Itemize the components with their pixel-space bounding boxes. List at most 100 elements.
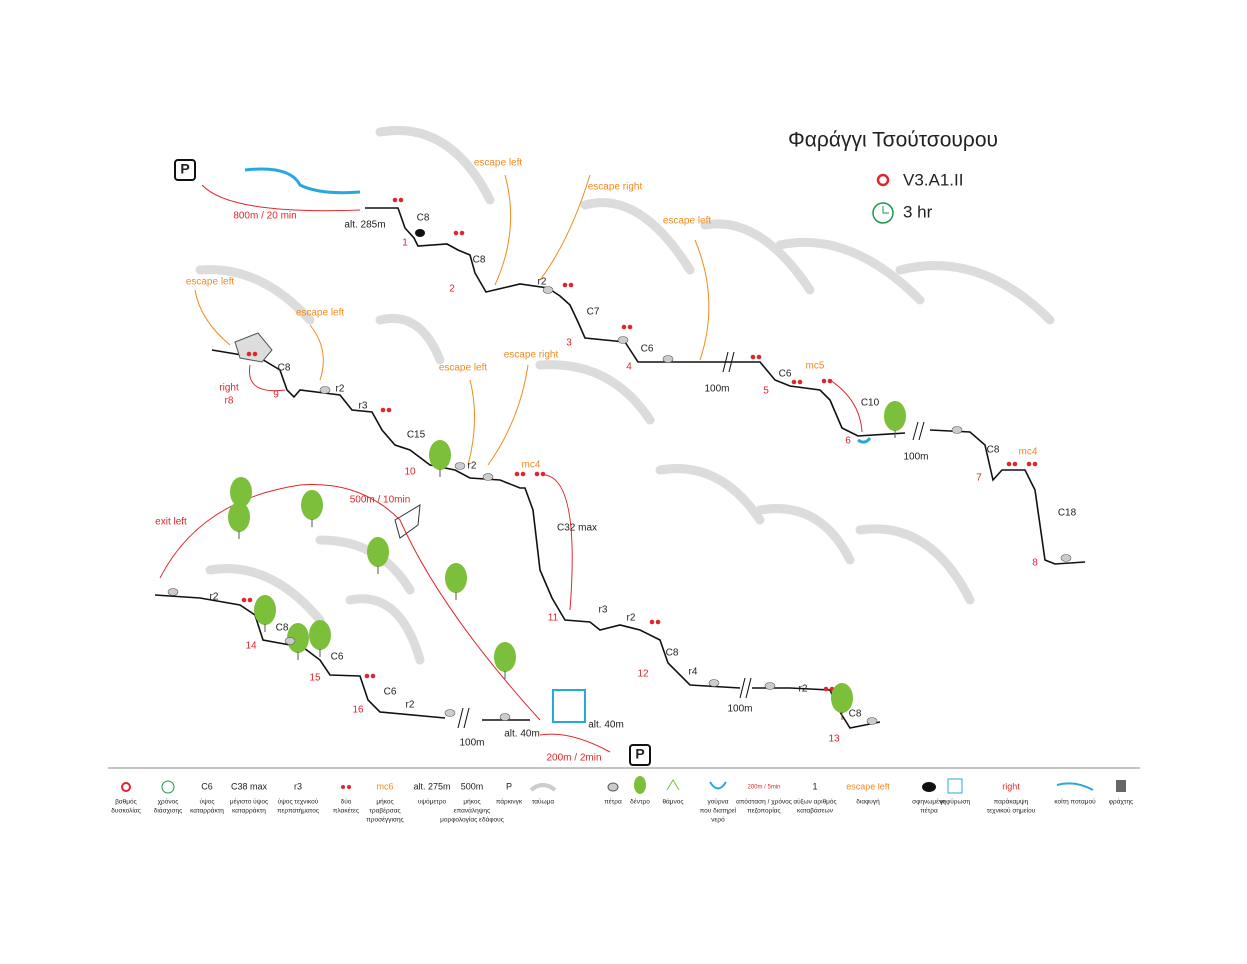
label: 100m <box>459 738 484 749</box>
label: r2 <box>627 613 636 624</box>
label: P <box>635 746 644 762</box>
label: mc5 <box>806 361 825 372</box>
tree <box>445 563 467 593</box>
legend-icon <box>922 782 936 792</box>
legend-icon <box>161 780 175 794</box>
legend-symbol: alt. 275m <box>413 781 450 791</box>
plate <box>246 351 252 357</box>
tree <box>831 683 853 713</box>
plate <box>1012 461 1018 467</box>
label: r4 <box>689 667 698 678</box>
label: r2 <box>799 684 808 695</box>
label: 15 <box>309 673 321 684</box>
legend-symbol: C38 max <box>231 781 268 791</box>
legend-label: επανάληψης <box>454 807 490 815</box>
label: mc4 <box>1019 447 1038 458</box>
plate <box>453 230 459 236</box>
legend-label: διάσχισης <box>154 807 182 815</box>
stone <box>708 679 720 687</box>
stone <box>444 709 456 717</box>
legend-label: γούρνα <box>707 798 728 806</box>
label: r2 <box>538 277 547 288</box>
legend-label: προσέγγισης <box>366 816 403 824</box>
legend-label: πέτρα <box>920 807 938 815</box>
legend-symbol: escape left <box>846 781 890 791</box>
label: C8 <box>666 648 679 659</box>
legend-label: τραβέρσας <box>369 807 400 815</box>
stone <box>284 637 296 645</box>
legend-symbol: 200m / 5min <box>747 785 780 791</box>
legend-label: υψόμετρο <box>418 798 447 806</box>
label: 11 <box>548 613 559 624</box>
rating: V3.A1.II <box>903 170 963 189</box>
tree <box>287 623 309 653</box>
plate <box>621 324 627 330</box>
tree <box>429 440 451 470</box>
tree <box>254 595 276 625</box>
plate <box>370 673 376 679</box>
legend-label: καταρράκτη <box>232 807 266 815</box>
stone <box>1060 554 1072 562</box>
label: 100m <box>903 452 928 463</box>
tree <box>230 477 252 507</box>
legend-label: πεζοπορίας <box>747 807 780 815</box>
label: C8 <box>473 255 486 266</box>
label: alt. 40m <box>588 720 624 731</box>
label: r8 <box>225 396 234 407</box>
stone <box>617 336 629 344</box>
label: C8 <box>417 213 430 224</box>
legend-symbol: 500m <box>461 781 484 791</box>
plate <box>540 471 546 477</box>
legend-symbol: C6 <box>201 781 213 791</box>
legend-icon <box>947 778 963 794</box>
tree <box>494 642 516 672</box>
legend-symbol: right <box>1002 781 1020 791</box>
legend-label: βαθμός <box>115 798 137 806</box>
legend-label: διαφυγή <box>856 799 880 806</box>
label: 200m / 2min <box>546 753 601 764</box>
stone <box>866 717 878 725</box>
stone <box>764 682 776 690</box>
label: 9 <box>273 390 279 401</box>
label: C6 <box>384 687 397 698</box>
legend-icon <box>529 783 557 792</box>
plate <box>649 619 655 625</box>
plate <box>797 379 803 385</box>
legend-label: γεφύρωση <box>940 798 971 806</box>
legend-label: πάρκινγκ <box>496 798 523 806</box>
legend-label: πέτρα <box>604 798 622 806</box>
legend-label: περπατήματος <box>277 808 319 815</box>
legend-label: τεχνικού σημείου <box>987 807 1036 815</box>
legend-label: χρόνος <box>158 798 179 806</box>
label: C8 <box>278 363 291 374</box>
parking-box <box>174 159 196 181</box>
stone <box>319 386 331 394</box>
label: 800m / 20 min <box>233 211 296 222</box>
tree <box>301 490 323 520</box>
time: 3 hr <box>903 202 933 221</box>
label: C10 <box>861 398 880 409</box>
label: 2 <box>449 284 455 295</box>
legend-label: μέγιστο ύψος <box>230 798 268 806</box>
legend-label: μήκος <box>376 799 393 806</box>
label: 500m / 10min <box>350 495 411 506</box>
plate <box>459 230 465 236</box>
legend-symbol: 1 <box>812 781 817 791</box>
legend-label: μορφολογίας εδάφους <box>440 816 504 824</box>
plate <box>241 597 247 603</box>
label: 13 <box>828 734 840 745</box>
legend-icon <box>666 779 680 791</box>
legend-label: καταρράκτη <box>190 807 224 815</box>
label: escape left <box>474 158 523 169</box>
legend-label: ύψος τεχνικού <box>278 798 319 806</box>
label: C15 <box>407 430 426 441</box>
legend-label: σφηνωμένη <box>912 798 946 806</box>
label: 12 <box>637 669 649 680</box>
label: 8 <box>1032 558 1038 569</box>
stone <box>951 426 963 434</box>
plate <box>1006 461 1012 467</box>
stone <box>499 713 511 721</box>
label: 10 <box>404 467 416 478</box>
plate <box>252 351 258 357</box>
